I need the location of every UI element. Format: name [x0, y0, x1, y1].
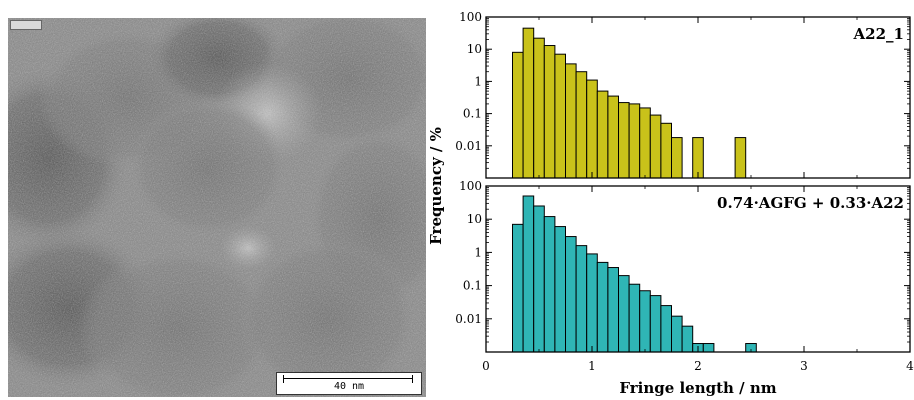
- bottom-bar: [554, 226, 567, 353]
- bottom-bar: [596, 261, 609, 353]
- x-axis-title: Fringe length / nm: [619, 379, 776, 397]
- top-bar: [596, 90, 609, 179]
- scale-bar-line: [283, 375, 413, 383]
- bottom-ytick-label: 0.1: [463, 279, 482, 293]
- top-bar: [522, 27, 535, 179]
- scale-bar: 40 nm: [276, 372, 422, 395]
- bottom-bar: [575, 245, 588, 353]
- bottom-bar: [649, 295, 662, 353]
- bottom-bar: [607, 267, 620, 353]
- top-bar: [618, 102, 630, 179]
- bottom-ytick-label: 100: [459, 179, 482, 193]
- top-bar: [586, 79, 598, 179]
- top-bar: [607, 95, 620, 179]
- bottom-ytick-label: 10: [467, 212, 482, 226]
- bottom-bar: [565, 236, 577, 353]
- top-bar: [671, 137, 683, 179]
- shared-axis: 0 1 2 3 4 Fringe length / nm Frequency / %: [427, 127, 914, 397]
- bottom-bar: [543, 216, 556, 353]
- bottom-bar: [702, 343, 715, 353]
- bottom-panel-title: 0.74·AGFG + 0.33·A22: [717, 194, 904, 212]
- micrograph-info-tag: [10, 20, 42, 30]
- bottom-ytick-label: 1: [474, 245, 482, 259]
- histogram-top: 100 10 1 0.1 0.01 A22_1: [455, 10, 911, 179]
- top-bar: [628, 103, 641, 179]
- top-bar: [543, 45, 556, 179]
- top-bar: [660, 122, 673, 179]
- top-ytick-label: 0.01: [455, 139, 482, 153]
- bottom-bar: [671, 315, 683, 353]
- top-bar: [554, 53, 567, 179]
- tem-micrograph: 40 nm: [8, 18, 426, 397]
- bottom-bar: [618, 275, 630, 353]
- xtick-label: 2: [694, 359, 702, 373]
- bottom-bar: [522, 195, 535, 353]
- top-bar: [734, 137, 747, 179]
- xtick-label: 3: [800, 359, 808, 373]
- top-panel-title: A22_1: [853, 25, 904, 43]
- xtick-label: 0: [482, 359, 490, 373]
- bottom-bar: [586, 253, 598, 353]
- top-ytick-label: 1: [474, 74, 482, 88]
- top-bar: [565, 63, 577, 179]
- y-axis-title: Frequency / %: [427, 127, 445, 245]
- xtick-label: 1: [588, 359, 596, 373]
- bottom-bar: [512, 223, 524, 353]
- top-bar: [575, 71, 588, 179]
- top-bar: [533, 37, 545, 179]
- top-ytick-label: 0.1: [463, 107, 482, 121]
- bottom-bar: [533, 205, 545, 353]
- top-bar: [639, 107, 651, 179]
- bottom-bar: [639, 290, 651, 353]
- top-bar: [512, 51, 524, 179]
- scale-bar-label: 40 nm: [333, 381, 365, 392]
- bottom-bar: [681, 325, 694, 353]
- histogram-bottom: 100 10 1 0.1 0.01 0.74·AGFG + 0.33·A22: [455, 179, 911, 353]
- bottom-bar: [660, 305, 673, 353]
- xtick-label: 4: [906, 359, 914, 373]
- bottom-bar: [628, 283, 641, 353]
- top-bar: [692, 137, 704, 179]
- top-bar: [649, 114, 662, 179]
- bottom-ytick-label: 0.01: [455, 312, 482, 326]
- micrograph-texture: [8, 18, 426, 397]
- top-ytick-label: 100: [459, 10, 482, 24]
- top-ytick-label: 10: [467, 42, 482, 56]
